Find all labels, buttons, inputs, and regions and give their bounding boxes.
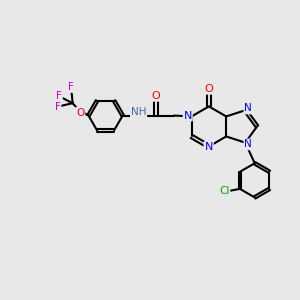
Text: NH: NH — [131, 107, 146, 117]
Text: N: N — [244, 103, 252, 113]
Text: F: F — [68, 82, 74, 92]
Text: F: F — [56, 91, 62, 101]
Text: N: N — [204, 142, 213, 152]
Text: N: N — [244, 140, 252, 149]
Text: F: F — [55, 102, 61, 112]
Text: Cl: Cl — [219, 186, 230, 196]
Text: O: O — [76, 108, 84, 118]
Text: O: O — [205, 84, 213, 94]
Text: O: O — [152, 91, 161, 101]
Text: N: N — [184, 110, 192, 121]
